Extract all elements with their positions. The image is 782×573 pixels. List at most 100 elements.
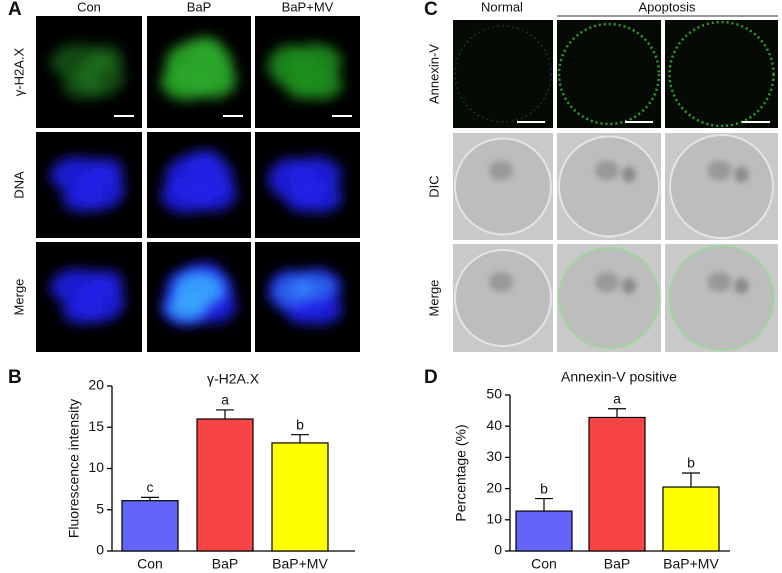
chromatin (161, 37, 237, 101)
x-tick-label: BaP+MV (272, 556, 328, 572)
spindle-blob (622, 166, 636, 183)
image-background (665, 20, 778, 128)
chromatin (50, 43, 125, 99)
chromatin-blob (189, 61, 237, 99)
panel-label: D (424, 367, 438, 388)
y-axis-label: Fluorescence intensity (66, 399, 82, 538)
chromatin-blob (189, 174, 237, 212)
chromatin-blob (62, 186, 104, 212)
micrograph (453, 133, 553, 240)
bar (196, 418, 254, 552)
y-tick-label: 10 (88, 459, 104, 475)
micrograph (665, 133, 778, 240)
chromatin-blob (91, 270, 123, 296)
row-label: DNA (11, 171, 26, 199)
bar (662, 486, 720, 552)
micrograph (255, 132, 360, 238)
chromatin-blob (186, 150, 224, 176)
x-tick-label: BaP+MV (663, 556, 719, 572)
y-tick-label: 40 (486, 417, 502, 433)
row-label: Annexin-V (426, 44, 441, 104)
overlap-blob (167, 293, 207, 321)
y-axis-label: Percentage (%) (453, 424, 469, 521)
chromatin (268, 43, 343, 100)
column-label: Con (77, 0, 101, 14)
micrograph (665, 20, 778, 128)
micrograph (557, 133, 661, 240)
image-background (557, 20, 661, 128)
spindle-blob (595, 160, 619, 181)
bar (121, 500, 179, 552)
row-label: Merge (11, 279, 26, 316)
oocyte (454, 137, 552, 236)
column-label: Apoptosis (638, 0, 696, 14)
significance-letter: b (296, 416, 304, 432)
spindle-blob (595, 272, 619, 292)
significance-letter: c (147, 479, 154, 495)
chromatin-blob (91, 158, 123, 184)
column-label: Normal (481, 0, 523, 14)
x-tick-label: Con (531, 556, 557, 572)
spindle-blob (489, 272, 513, 292)
spindle-blob (707, 160, 732, 181)
overlap (273, 273, 336, 307)
oocyte (668, 245, 775, 351)
panel-label: C (424, 0, 438, 20)
oocyte (558, 247, 660, 349)
panel-label: A (8, 0, 22, 20)
row-label: Merge (426, 280, 441, 317)
micrograph (36, 242, 142, 352)
chromatin (161, 150, 237, 214)
image-background (453, 20, 553, 128)
y-tick-label: 50 (486, 386, 502, 402)
chart-title: γ-H2A.X (207, 371, 260, 387)
x-tick-label: Con (137, 556, 163, 572)
spindle (595, 272, 636, 294)
spindle-blob (489, 160, 513, 181)
spindle (489, 160, 513, 181)
bar (271, 442, 329, 552)
oocyte (454, 249, 552, 347)
y-tick-label: 30 (486, 448, 502, 464)
chart-title: Annexin-V positive (561, 369, 677, 385)
chromatin-blob (285, 73, 322, 99)
membrane (557, 22, 661, 126)
chromatin (50, 268, 125, 324)
spindle (595, 160, 636, 183)
spindle (707, 160, 749, 183)
chromatin-blob (285, 186, 322, 212)
y-tick-label: 15 (88, 418, 104, 434)
y-tick-label: 0 (494, 542, 502, 558)
oocyte (669, 134, 774, 239)
chromatin-blob (62, 298, 104, 324)
micrograph (255, 16, 360, 128)
significance-letter: a (613, 390, 621, 406)
oocyte (558, 135, 660, 238)
spindle-blob (622, 278, 636, 294)
micrograph (453, 20, 553, 128)
micrograph (557, 20, 661, 128)
significance-letter: b (540, 480, 548, 496)
micrograph (147, 132, 251, 238)
y-tick-label: 20 (88, 377, 104, 393)
spindle-blob (734, 166, 749, 183)
micrograph (665, 244, 778, 352)
micrograph (36, 16, 142, 128)
x-tick-label: BaP (212, 556, 238, 572)
bar (515, 510, 573, 552)
y-tick-label: 10 (486, 511, 502, 527)
micrograph (147, 16, 251, 128)
membrane (668, 20, 775, 128)
membrane (454, 25, 552, 123)
micrograph (255, 242, 360, 352)
spindle (707, 272, 749, 294)
spindle-blob (734, 278, 749, 294)
y-tick-label: 5 (96, 500, 104, 516)
y-tick-label: 20 (486, 479, 502, 495)
chromatin (50, 156, 125, 212)
micrograph (36, 132, 142, 238)
panel-label: B (8, 367, 22, 388)
bar (588, 416, 646, 552)
